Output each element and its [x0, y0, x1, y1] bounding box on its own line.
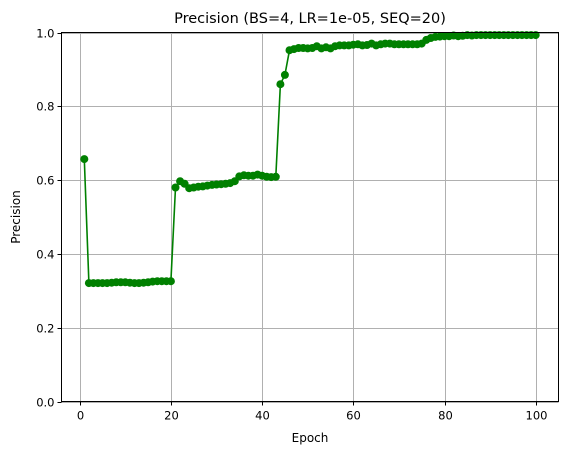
data-point — [271, 172, 280, 181]
y-tick-label: 0.0 — [36, 396, 54, 410]
data-series — [80, 31, 540, 288]
chart-title: Precision (BS=4, LR=1e-05, SEQ=20) — [174, 11, 446, 27]
y-tick-label: 0.4 — [36, 248, 54, 262]
plot-frame — [61, 32, 559, 402]
y-tick-label: 0.2 — [36, 322, 54, 336]
series-line — [83, 34, 536, 284]
data-point — [171, 183, 180, 192]
data-point — [80, 155, 89, 164]
x-tick-label: 40 — [255, 409, 270, 423]
y-tick-label: 1.0 — [36, 27, 54, 41]
data-point — [276, 80, 285, 89]
x-tick-label: 100 — [526, 409, 548, 423]
grid — [61, 32, 559, 403]
x-tick-label: 0 — [77, 409, 84, 423]
x-axis-label: Epoch — [292, 431, 329, 445]
x-tick-label: 20 — [164, 409, 179, 423]
data-point — [531, 31, 540, 40]
axis-ticks: 0 20 40 60 80 100 0.0 0.2 0.4 0.6 0.8 1.0 — [36, 27, 547, 423]
y-tick-label: 0.8 — [36, 100, 54, 114]
y-axis-label: Precision — [9, 190, 23, 244]
x-tick-label: 60 — [346, 409, 361, 423]
data-point — [166, 277, 175, 286]
y-tick-label: 0.6 — [36, 174, 54, 188]
x-tick-label: 80 — [438, 409, 453, 423]
data-point — [280, 70, 289, 79]
